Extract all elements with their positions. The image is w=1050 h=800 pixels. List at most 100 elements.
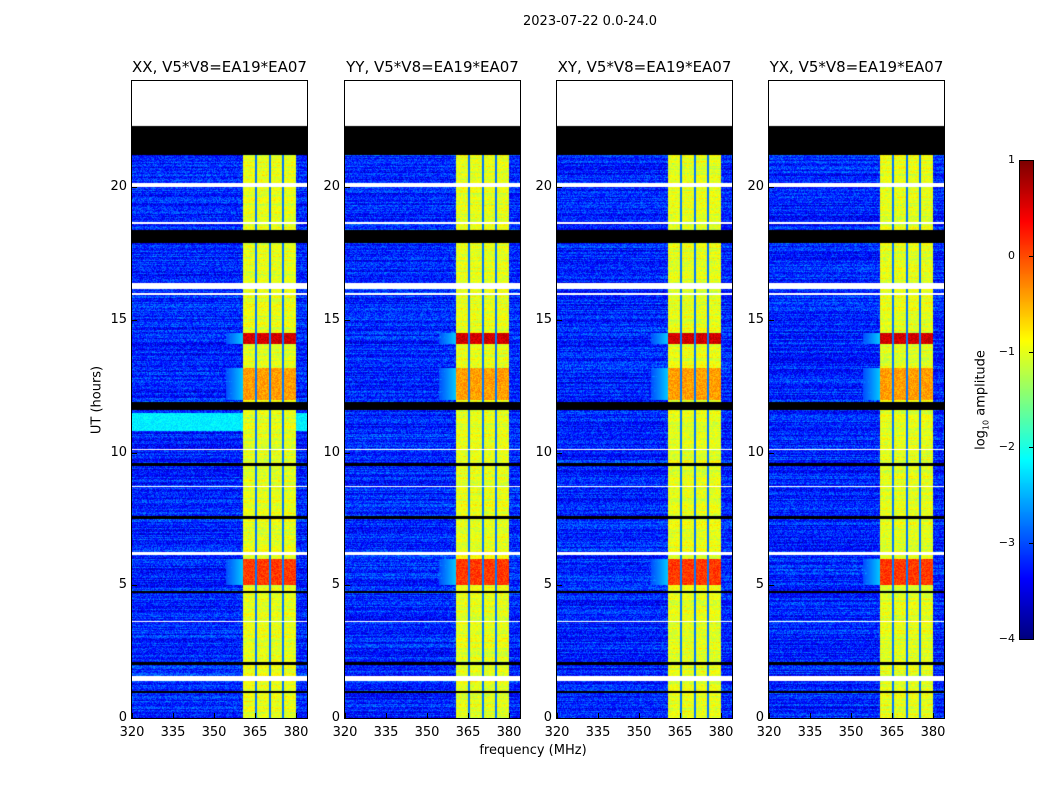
colorbar-label: log10 amplitude (974, 350, 991, 450)
x-tick-mark (255, 713, 257, 718)
y-tick-mark (769, 585, 774, 587)
y-tick-label: 0 (331, 710, 340, 725)
colorbar-tick-mark (1029, 447, 1034, 449)
x-tick-mark (851, 713, 853, 718)
spectrogram-panel-3 (768, 80, 945, 719)
x-tick-mark (173, 713, 175, 718)
x-tick-label: 365 (879, 725, 905, 740)
y-tick-label: 20 (323, 179, 340, 195)
y-tick-mark (345, 718, 350, 719)
x-tick-mark (639, 713, 641, 718)
x-tick-label: 380 (708, 725, 734, 740)
x-tick-mark (598, 713, 600, 718)
y-tick-label: 20 (110, 179, 127, 195)
colorbar-tick-label: −4 (998, 632, 1015, 645)
y-tick-label: 10 (323, 444, 340, 460)
colorbar-tick-mark (1029, 255, 1034, 257)
spectrogram-panel-1 (344, 80, 521, 719)
x-tick-label: 380 (283, 725, 309, 740)
panel-title: XX, V5*V8=EA19*EA07 (132, 58, 307, 76)
y-tick-label: 5 (755, 577, 764, 593)
panel-title: XY, V5*V8=EA19*EA07 (557, 58, 732, 76)
colorbar-gradient (1020, 161, 1033, 639)
x-axis-label: frequency (MHz) (479, 743, 587, 758)
x-tick-label: 350 (201, 725, 227, 740)
colorbar-label-suffix: amplitude (973, 350, 989, 420)
x-tick-mark (132, 713, 133, 718)
y-tick-label: 0 (118, 710, 127, 725)
y-tick-mark (557, 585, 562, 587)
y-tick-mark (345, 187, 350, 189)
x-tick-mark (468, 713, 470, 718)
y-tick-label: 5 (118, 577, 127, 593)
x-tick-label: 320 (119, 725, 145, 740)
y-tick-mark (769, 319, 774, 321)
x-tick-mark (386, 713, 388, 718)
colorbar-tick-label: 0 (1008, 248, 1015, 262)
x-tick-mark (557, 713, 558, 718)
x-tick-mark (214, 713, 216, 718)
y-tick-mark (132, 585, 137, 587)
spectrogram-panel-0 (131, 80, 308, 719)
y-tick-mark (557, 187, 562, 189)
colorbar-tick-mark (1029, 639, 1034, 640)
x-tick-label: 320 (332, 725, 358, 740)
x-tick-label: 380 (496, 725, 522, 740)
x-tick-label: 350 (838, 725, 864, 740)
panel-title: YX, V5*V8=EA19*EA07 (769, 58, 944, 76)
y-tick-label: 10 (747, 444, 764, 460)
colorbar-label-subscript: 10 (981, 419, 991, 431)
x-tick-label: 335 (160, 725, 186, 740)
x-tick-mark (427, 713, 429, 718)
y-tick-label: 5 (331, 577, 340, 593)
x-tick-label: 335 (373, 725, 399, 740)
y-tick-mark (132, 319, 137, 321)
y-tick-label: 10 (535, 444, 552, 460)
heatmap-xy (557, 81, 732, 718)
panel-title: YY, V5*V8=EA19*EA07 (346, 58, 519, 76)
y-tick-label: 0 (543, 710, 552, 725)
y-tick-mark (132, 718, 137, 719)
y-tick-mark (132, 452, 137, 454)
x-tick-mark (680, 713, 682, 718)
x-tick-mark (769, 713, 770, 718)
x-tick-mark (345, 713, 346, 718)
x-tick-label: 350 (626, 725, 652, 740)
y-tick-label: 20 (535, 179, 552, 195)
y-tick-label: 0 (755, 710, 764, 725)
y-tick-mark (345, 452, 350, 454)
colorbar-tick-mark (1029, 543, 1034, 545)
colorbar-tick-mark (1029, 160, 1034, 161)
x-tick-label: 365 (667, 725, 693, 740)
colorbar (1019, 160, 1034, 640)
heatmap-yx (769, 81, 944, 718)
y-tick-mark (769, 718, 774, 719)
figure-title: 2023-07-22 0.0-24.0 (523, 14, 657, 29)
x-tick-mark (933, 713, 935, 718)
y-tick-label: 15 (535, 311, 552, 327)
x-tick-label: 365 (455, 725, 481, 740)
y-tick-mark (557, 319, 562, 321)
colorbar-tick-label: −1 (998, 344, 1015, 358)
heatmap-yy (345, 81, 520, 718)
x-tick-label: 365 (242, 725, 268, 740)
y-tick-label: 15 (323, 311, 340, 327)
x-tick-mark (892, 713, 894, 718)
y-tick-mark (345, 585, 350, 587)
y-tick-label: 15 (110, 311, 127, 327)
y-axis-label: UT (hours) (89, 365, 105, 435)
colorbar-tick-label: −3 (998, 536, 1015, 550)
x-tick-mark (721, 713, 723, 718)
y-tick-mark (132, 187, 137, 189)
y-tick-label: 15 (747, 311, 764, 327)
y-tick-label: 20 (747, 179, 764, 195)
colorbar-tick-label: 1 (1008, 153, 1015, 166)
y-tick-label: 5 (543, 577, 552, 593)
x-tick-label: 335 (797, 725, 823, 740)
y-tick-mark (557, 718, 562, 719)
colorbar-tick-mark (1029, 351, 1034, 353)
x-tick-label: 320 (756, 725, 782, 740)
y-tick-mark (345, 319, 350, 321)
colorbar-tick-label: −2 (998, 440, 1015, 454)
